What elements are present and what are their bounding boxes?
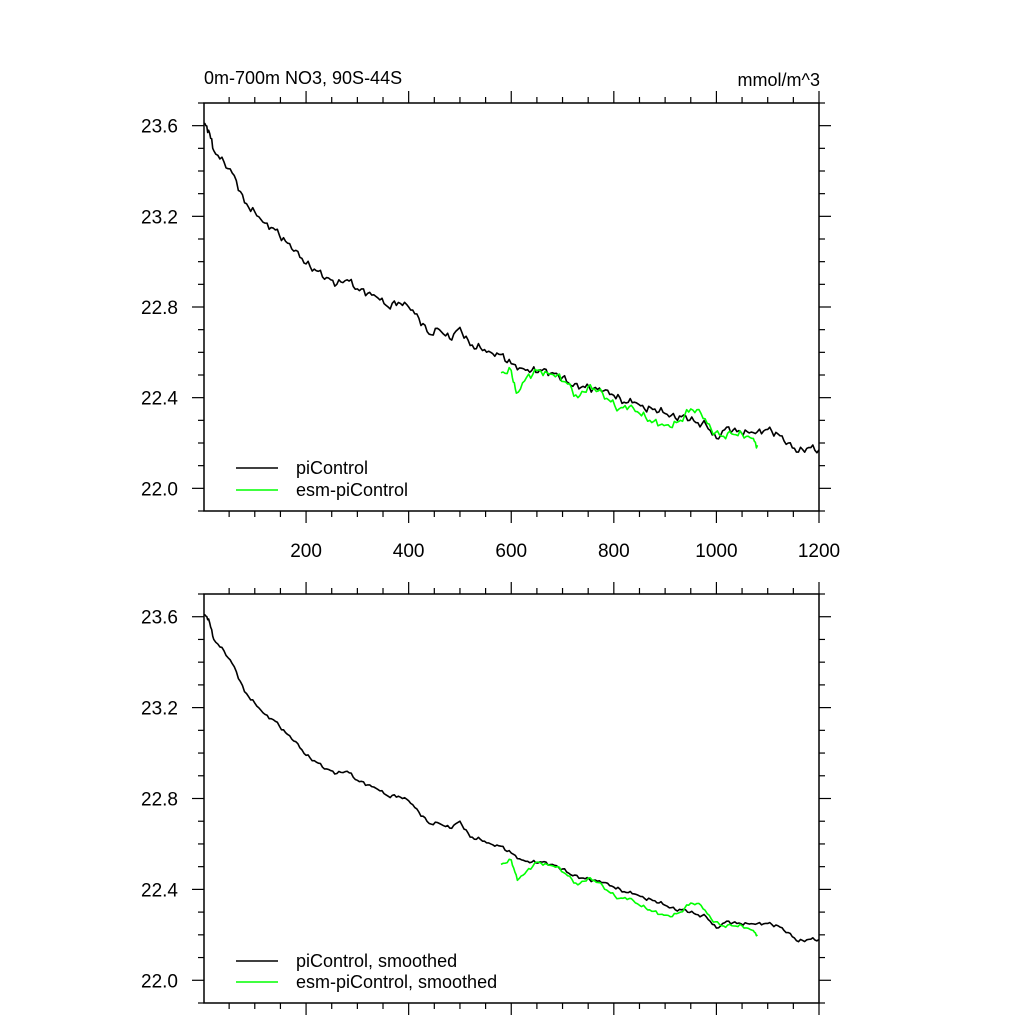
axis-ticks (192, 582, 831, 1015)
legend: piControl esm-piControl (236, 458, 408, 500)
series-lines (203, 122, 820, 454)
bottom-panel: 22.0 22.4 22.8 23.2 23.6 piControl, smoothed… (141, 582, 831, 1015)
legend: piControl, smoothed esm-piControl, smoot… (236, 951, 497, 992)
x-tick-labels: 200 400 600 800 1000 1200 (290, 541, 840, 562)
y-tick-label: 22.4 (141, 389, 178, 410)
legend-label-esm-picontrol: esm-piControl (296, 480, 408, 500)
series-lines (203, 613, 820, 943)
y-tick-label: 22.4 (141, 880, 178, 901)
y-tick-label: 22.8 (141, 790, 178, 811)
y-tick-label: 23.2 (141, 699, 178, 720)
top-panel: 0m-700m NO3, 90S-44S mmol/m^3 22.022.422… (141, 68, 840, 562)
legend-label-esm-picontrol-smoothed: esm-piControl, smoothed (296, 972, 497, 992)
series-line-esm-picontrol-smoothed (500, 858, 758, 937)
y-tick-label: 23.2 (141, 207, 178, 228)
y-tick-labels: 22.0 22.4 22.8 23.2 23.6 (141, 117, 178, 501)
series-line-esm-picontrol (500, 366, 759, 449)
y-tick-label: 22.8 (141, 298, 178, 319)
y-tick-label: 23.6 (141, 117, 178, 138)
chart-units: mmol/m^3 (738, 70, 820, 90)
chart-title: 0m-700m NO3, 90S-44S (204, 68, 402, 88)
x-tick-label: 200 (290, 541, 322, 562)
y-tick-label: 22.0 (141, 971, 178, 992)
x-tick-label: 1200 (798, 541, 840, 562)
legend-label-picontrol: piControl (296, 458, 368, 478)
y-tick-label: 23.6 (141, 608, 178, 629)
plot-frame (203, 102, 820, 512)
series-line-picontrol (203, 122, 820, 454)
x-tick-label: 800 (598, 541, 630, 562)
x-tick-label: 600 (495, 541, 527, 562)
y-tick-label: 22.0 (141, 479, 178, 500)
plot-frame (203, 593, 820, 1004)
y-tick-labels: 22.0 22.4 22.8 23.2 23.6 (141, 608, 178, 993)
series-line-picontrol-smoothed (203, 613, 820, 943)
x-tick-label: 1000 (695, 541, 737, 562)
x-tick-label: 400 (393, 541, 425, 562)
axis-ticks (192, 91, 831, 523)
legend-label-picontrol-smoothed: piControl, smoothed (296, 951, 457, 971)
